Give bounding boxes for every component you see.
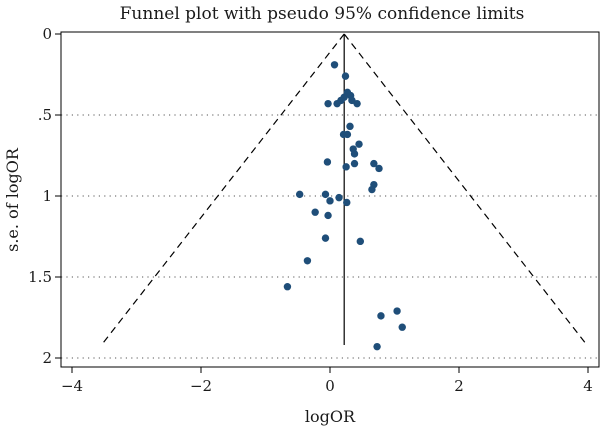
y-axis: 0 .5 1 1.5 2 xyxy=(28,25,61,367)
data-point xyxy=(323,158,332,166)
x-tick-label: 0 xyxy=(325,377,335,395)
data-point xyxy=(311,208,319,216)
lower-confidence-limit-line xyxy=(100,33,345,346)
y-axis-label: s.e. of logOR xyxy=(3,147,22,252)
data-points xyxy=(283,61,406,351)
y-tick-label: .5 xyxy=(38,106,52,124)
data-point xyxy=(393,307,401,315)
x-tick-label: 2 xyxy=(454,377,464,395)
data-point xyxy=(341,72,350,80)
data-point xyxy=(368,185,376,194)
y-tick-label: 2 xyxy=(42,349,52,367)
chart-title: Funnel plot with pseudo 95% confidence l… xyxy=(120,4,525,24)
data-point xyxy=(343,130,352,139)
data-point xyxy=(350,150,359,158)
data-point xyxy=(283,283,292,291)
data-point xyxy=(377,312,385,320)
data-point xyxy=(295,190,304,199)
data-point xyxy=(353,99,361,108)
grid-lines xyxy=(61,114,599,359)
upper-confidence-limit-line xyxy=(343,33,588,346)
data-point xyxy=(373,342,381,351)
data-point xyxy=(303,257,312,265)
data-point xyxy=(346,122,354,131)
y-tick-label: 1 xyxy=(42,187,52,205)
data-point xyxy=(370,159,378,168)
x-tick-label: −4 xyxy=(61,377,83,395)
data-point xyxy=(355,140,363,148)
y-tick-label: 1.5 xyxy=(28,268,52,286)
data-point xyxy=(324,211,332,220)
data-point xyxy=(330,61,339,69)
data-point xyxy=(343,198,351,207)
data-point xyxy=(326,197,334,205)
data-point xyxy=(375,164,383,173)
data-point xyxy=(321,190,330,199)
data-point xyxy=(333,99,341,108)
confidence-limits xyxy=(100,33,588,346)
x-axis-label: logOR xyxy=(305,407,356,426)
data-point xyxy=(398,323,406,331)
data-point xyxy=(342,163,350,171)
x-tick-label: −2 xyxy=(190,377,212,395)
y-tick-label: 0 xyxy=(42,25,52,43)
x-axis: −4 −2 0 2 4 xyxy=(61,367,593,395)
data-point xyxy=(356,237,365,246)
data-point xyxy=(350,159,359,168)
x-tick-label: 4 xyxy=(583,377,593,395)
data-point xyxy=(321,234,330,242)
data-point xyxy=(335,193,343,202)
data-point xyxy=(324,99,332,108)
